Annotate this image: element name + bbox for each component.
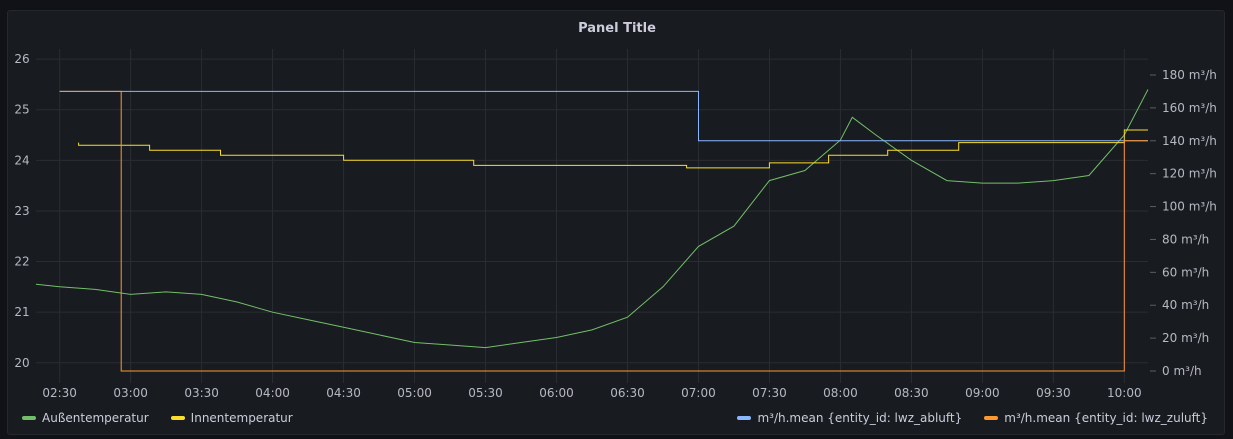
legend-swatch-icon [22,416,36,420]
series-line-indoor-temp [78,129,1148,169]
x-tick-label: 09:30 [1036,386,1071,400]
series-line-zuluft [59,90,1148,372]
y-left-tick-label: 26 [14,52,29,66]
y-right-tick-label: 80 m³/h [1162,232,1209,246]
legend-item[interactable]: Innentemperatur [170,411,293,425]
x-tick-label: 06:00 [539,386,574,400]
y-left-tick-label: 21 [14,305,29,319]
y-right-tick-label: 120 m³/h [1162,167,1217,181]
x-tick-label: 03:30 [184,386,219,400]
x-tick-label: 05:30 [468,386,503,400]
y-right-tick-label: 20 m³/h [1162,331,1209,345]
legend-swatch-icon [737,416,752,420]
x-tick-label: 07:00 [681,386,716,400]
x-tick-label: 08:00 [823,386,858,400]
x-tick-label: 04:30 [326,386,361,400]
x-tick-label: 04:00 [255,386,290,400]
y-left-tick-label: 23 [14,204,29,218]
legend-label: Innentemperatur [190,411,293,425]
legend-label: m³/h.mean {entity_id: lwz_abluft} [757,411,963,425]
x-tick-label: 03:00 [113,386,148,400]
legend-swatch-icon [170,416,185,420]
y-left-tick-label: 20 [14,356,29,370]
legend-item[interactable]: m³/h.mean {entity_id: lwz_abluft} [737,411,962,425]
y-right-tick-label: 140 m³/h [1162,134,1217,148]
y-right-tick-label: 180 m³/h [1162,68,1217,82]
x-tick-label: 05:00 [397,386,432,400]
y-right-tick-label: 60 m³/h [1162,265,1209,279]
x-tick-label: 08:30 [894,386,929,400]
legend-label: Außentemperatur [42,411,149,425]
x-tick-label: 02:30 [42,386,77,400]
legend-swatch-icon [984,416,999,420]
y-left-tick-label: 25 [14,103,29,117]
series-line-abluft [59,90,1148,142]
chart-svg: 02:30 03:00 03:30 04:00 04:30 05:00 05:30 06:00… [14,49,1217,400]
x-tick-label: 10:00 [1107,386,1142,400]
y-left-tick-label: 22 [14,255,29,269]
x-tick-label: 06:30 [610,386,645,400]
y-right-tick-label: 0 m³/h [1162,364,1202,378]
legend-item[interactable]: Außentemperatur [22,411,149,425]
legend-item[interactable]: m³/h.mean {entity_id: lwz_zuluft} [984,411,1208,425]
x-tick-label: 07:30 [752,386,787,400]
panel-title[interactable]: Panel Title [578,21,656,36]
legend-left: Außentemperatur Innentemperatur [22,411,293,425]
legend-right: m³/h.mean {entity_id: lwz_abluft} m³/h.me… [737,411,1208,425]
y-left-tick-label: 24 [14,153,29,167]
legend-label: m³/h.mean {entity_id: lwz_zuluft} [1004,411,1208,425]
y-right-tick-label: 160 m³/h [1162,101,1217,115]
y-right-tick-label: 40 m³/h [1162,298,1209,312]
series-line-outdoor-temp [35,89,1149,349]
x-tick-label: 09:00 [965,386,1000,400]
chart-panel: Panel Title 02:30 03:00 03:30 04:00 04:30 05:… [7,10,1225,435]
y-right-tick-label: 100 m³/h [1162,200,1217,214]
